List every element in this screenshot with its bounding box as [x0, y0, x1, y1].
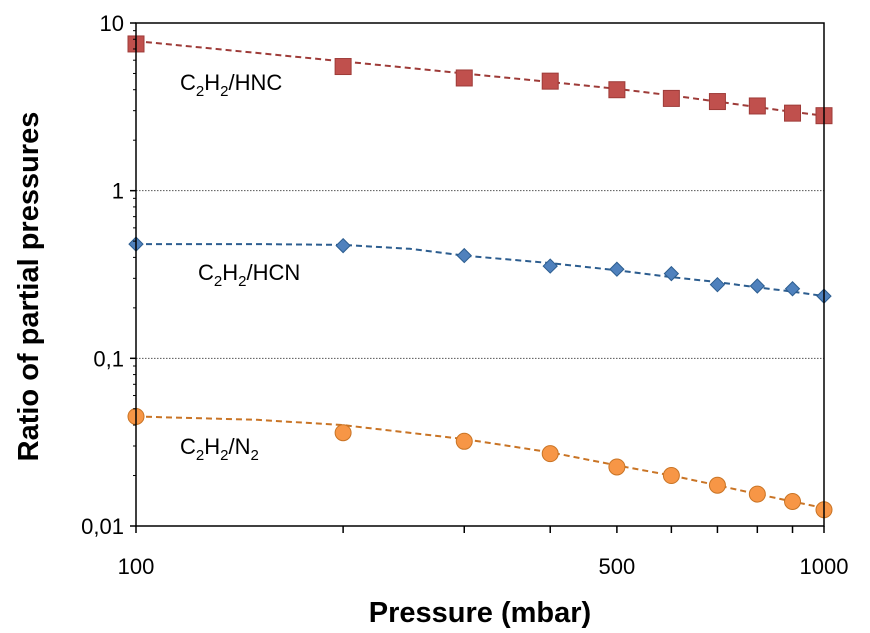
- label-text: /HNC: [228, 70, 282, 95]
- marker-square: [662, 89, 680, 107]
- label-text: C: [180, 70, 196, 95]
- marker-square: [748, 97, 766, 115]
- series-label-1: C2H2/HCN: [198, 260, 300, 290]
- series-label-0: C2H2/HNC: [180, 70, 282, 100]
- y-axis-title: Ratio of partial pressures: [13, 112, 45, 462]
- label-text: H: [222, 260, 238, 285]
- marker-diamond: [749, 278, 766, 294]
- marker-circle: [455, 432, 473, 450]
- marker-diamond: [784, 281, 801, 297]
- y-tick-label: 10: [100, 11, 124, 36]
- label-subscript: 2: [238, 273, 246, 290]
- marker-diamond: [456, 247, 472, 264]
- marker-circle: [541, 445, 559, 463]
- x-axis-title: Pressure (mbar): [369, 597, 591, 629]
- label-text: C: [198, 260, 214, 285]
- marker-diamond: [663, 265, 680, 282]
- series-label-2: C2H2/N2: [180, 434, 259, 464]
- marker-diamond: [335, 237, 351, 254]
- x-tick-label: 100: [118, 554, 155, 579]
- x-tick-label: 1000: [800, 554, 849, 579]
- label-subscript: 2: [220, 83, 228, 100]
- marker-diamond: [609, 261, 625, 277]
- x-axis-ticks: 100 500 1000: [118, 526, 849, 579]
- label-text: C: [180, 434, 196, 459]
- marker-circle: [748, 485, 766, 503]
- label-text: H: [204, 434, 220, 459]
- marker-square: [455, 69, 473, 87]
- marker-square: [708, 93, 726, 111]
- label-subscript: 2: [196, 83, 204, 100]
- marker-square: [334, 58, 352, 76]
- marker-square: [784, 104, 802, 122]
- marker-diamond: [709, 276, 726, 293]
- marker-circle: [662, 467, 680, 485]
- label-subscript: 2: [196, 447, 204, 464]
- label-subscript: 2: [250, 447, 258, 464]
- y-tick-label: 1: [112, 179, 124, 204]
- y-axis-ticks: 0,01 0,1 1 10: [81, 11, 136, 539]
- marker-square: [608, 81, 626, 99]
- label-text: H: [204, 70, 220, 95]
- trendline-2: [135, 415, 825, 509]
- x-tick-label: 500: [599, 554, 636, 579]
- marker-circle: [334, 424, 352, 442]
- trendline-1: [136, 243, 825, 298]
- y-tick-label: 0,01: [81, 514, 124, 539]
- data-markers: [127, 35, 833, 519]
- marker-circle: [708, 476, 726, 494]
- label-text: /N: [228, 434, 250, 459]
- marker-circle: [784, 492, 802, 510]
- y-tick-label: 0,1: [93, 346, 124, 371]
- trendline-0: [135, 40, 825, 117]
- marker-square: [541, 72, 559, 90]
- marker-circle: [608, 458, 626, 476]
- label-text: /HCN: [246, 260, 300, 285]
- label-subscript: 2: [220, 447, 228, 464]
- label-subscript: 2: [214, 273, 222, 290]
- marker-diamond: [542, 258, 558, 274]
- gridlines: [136, 190, 824, 359]
- plot-area-frame: [135, 22, 825, 527]
